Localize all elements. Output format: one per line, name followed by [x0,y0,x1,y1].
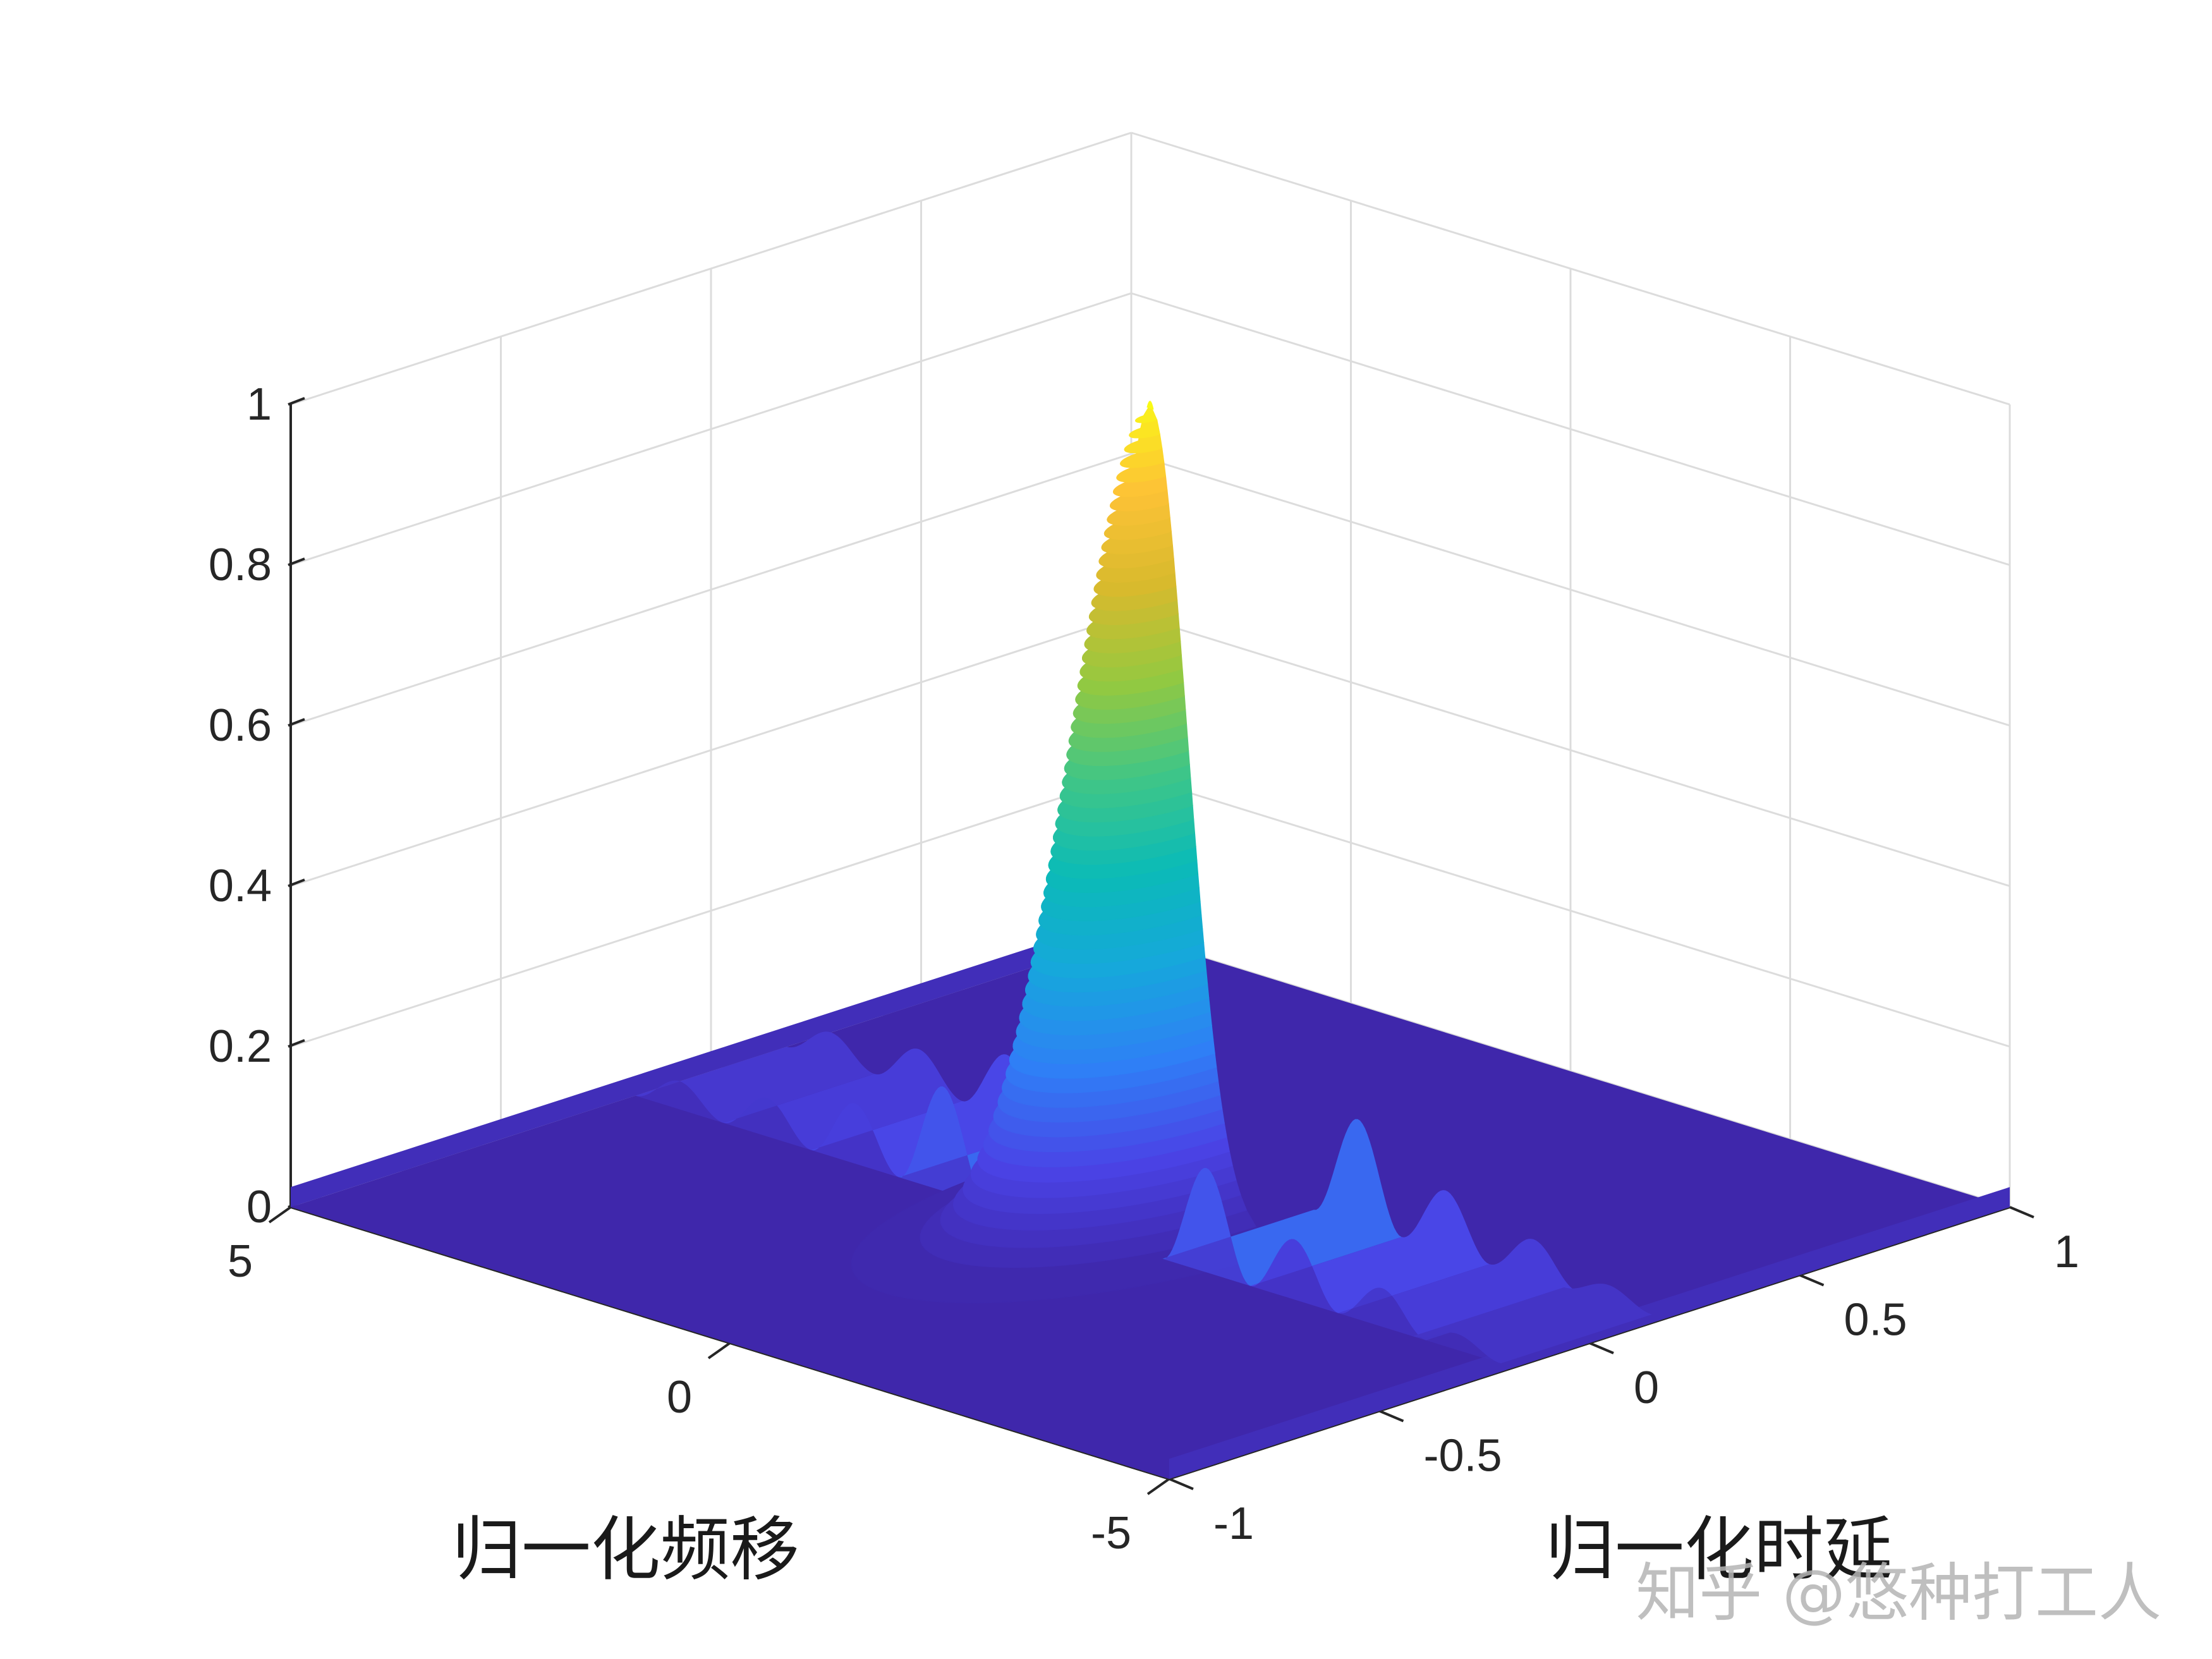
y-tick-label: -0.5 [1424,1431,1502,1481]
x-tick-label: 0 [667,1372,692,1423]
sidelobe-peak-face [1250,1239,1339,1313]
surface-edge-ridge [291,915,1131,1207]
sidelobe-peak [635,1031,875,1123]
sidelobe-peak-face [1413,1332,1501,1364]
watermark: 知乎 @悠种打工人 [1636,1556,2161,1630]
sidelobe-peak-face [635,1080,724,1123]
sidelobe-peak [1338,1239,1577,1340]
z-tick-label: 1 [246,379,272,430]
surface-plot [291,401,2010,1479]
z-tick-label: 0.4 [209,861,272,911]
sidelobe-peak-face [1338,1287,1426,1340]
sidelobe-peak-face [723,1097,811,1150]
sidelobe-peak-face [1162,1168,1251,1286]
sidelobe-peak-face [899,1086,987,1205]
y-tick-mark [1589,1342,1614,1354]
sidelobe-peak [1162,1119,1402,1286]
y-tick-label: 0.5 [1844,1295,1907,1346]
y-tick-label: 0 [1634,1363,1659,1413]
y-tick-label: -1 [1213,1498,1254,1549]
y-tick-mark [2009,1206,2034,1218]
z-tick-label: 0.2 [209,1021,272,1072]
sidelobe-peak [1250,1190,1490,1313]
z-tick-mark [288,397,305,406]
main-peak-cap [1146,401,1154,410]
z-tick-label: 0 [246,1182,272,1232]
z-tick-mark [288,557,305,566]
x-tick-mark [1146,1478,1170,1495]
z-tick-label: 0.6 [209,700,272,751]
y-tick-mark [1799,1273,1825,1287]
y-tick-label: 1 [2054,1227,2079,1277]
z-tick-mark [288,718,305,727]
y-tick-mark [1378,1409,1404,1423]
sidelobe-peak-face [811,1103,899,1177]
x-tick-label: -5 [1091,1508,1131,1559]
y-axis-title: 归一化时延 [1545,1509,1893,1590]
x-tick-mark [268,1206,292,1224]
z-tick-label: 0.8 [209,540,272,590]
x-tick-mark [707,1342,731,1359]
z-tick-mark [288,878,305,887]
z-tick-mark [288,1039,305,1048]
sidelobe-peak [1413,1284,1652,1364]
sidelobe-peak [723,1048,963,1150]
x-tick-label: 5 [228,1236,253,1287]
main-peak-band [1135,403,1158,423]
y-tick-mark [1169,1478,1194,1490]
x-axis-title: 归一化频移 [452,1509,799,1590]
